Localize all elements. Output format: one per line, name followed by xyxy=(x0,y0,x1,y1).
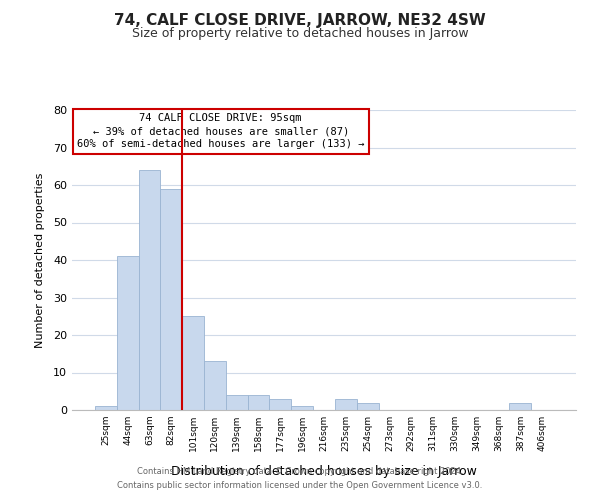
Bar xyxy=(117,256,139,410)
Bar xyxy=(335,399,357,410)
Text: Contains HM Land Registry data © Crown copyright and database right 2024.: Contains HM Land Registry data © Crown c… xyxy=(137,467,463,476)
Bar xyxy=(269,399,291,410)
Bar xyxy=(204,361,226,410)
Bar xyxy=(160,188,182,410)
Text: Size of property relative to detached houses in Jarrow: Size of property relative to detached ho… xyxy=(131,28,469,40)
Bar xyxy=(291,406,313,410)
Bar xyxy=(248,395,269,410)
Bar xyxy=(95,406,117,410)
Text: 74 CALF CLOSE DRIVE: 95sqm
← 39% of detached houses are smaller (87)
60% of semi: 74 CALF CLOSE DRIVE: 95sqm ← 39% of deta… xyxy=(77,113,364,150)
Bar xyxy=(226,395,248,410)
Y-axis label: Number of detached properties: Number of detached properties xyxy=(35,172,44,348)
Bar xyxy=(357,402,379,410)
Text: 74, CALF CLOSE DRIVE, JARROW, NE32 4SW: 74, CALF CLOSE DRIVE, JARROW, NE32 4SW xyxy=(114,12,486,28)
X-axis label: Distribution of detached houses by size in Jarrow: Distribution of detached houses by size … xyxy=(171,465,477,478)
Bar xyxy=(509,402,531,410)
Bar xyxy=(139,170,160,410)
Bar xyxy=(182,316,204,410)
Text: Contains public sector information licensed under the Open Government Licence v3: Contains public sector information licen… xyxy=(118,481,482,490)
